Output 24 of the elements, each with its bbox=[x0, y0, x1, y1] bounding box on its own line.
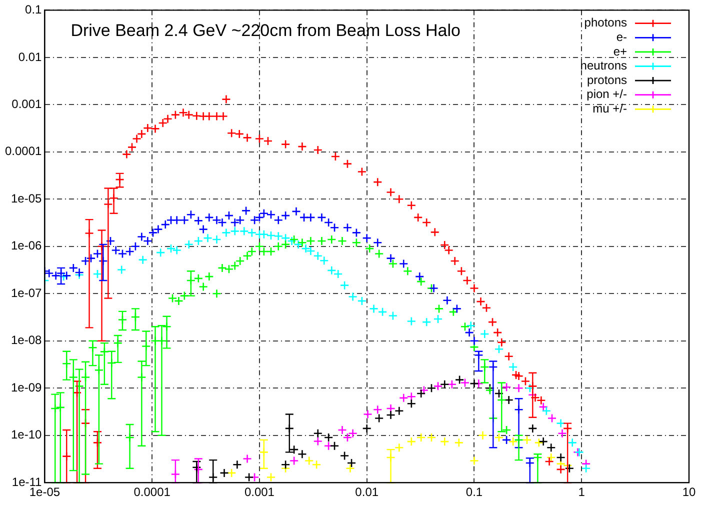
y-tick-label: 1e-10 bbox=[11, 428, 42, 442]
legend-label: pion +/- bbox=[586, 87, 628, 102]
y-tick-label: 0.001 bbox=[12, 96, 42, 111]
x-tick-label: 0.1 bbox=[466, 485, 483, 500]
y-tick-label: 1e-06 bbox=[11, 238, 42, 253]
x-tick-label: 0.01 bbox=[355, 485, 379, 500]
x-tick-label: 10 bbox=[682, 485, 696, 500]
legend-label: protons bbox=[586, 72, 627, 87]
legend-label: e- bbox=[616, 30, 627, 44]
legend-label: neutrons bbox=[580, 58, 627, 73]
y-tick-label: 1e-05 bbox=[11, 191, 42, 206]
y-tick-label: 1e-07 bbox=[11, 286, 42, 300]
y-tick-label: 0.01 bbox=[18, 50, 42, 64]
y-tick-label: 1e-08 bbox=[11, 333, 42, 348]
legend-label: photons bbox=[584, 16, 627, 30]
y-tick-label: 0.1 bbox=[25, 2, 42, 17]
x-tick-label: 0.0001 bbox=[134, 485, 171, 500]
y-tick-label: 0.0001 bbox=[5, 144, 42, 158]
text: Drive Beam 2.4 GeV ~220cm from Beam Loss Halo bbox=[70, 20, 460, 40]
x-tick-label: 0.001 bbox=[244, 485, 275, 500]
y-tick-label: 1e-09 bbox=[11, 380, 42, 394]
x-tick-label: 1 bbox=[578, 485, 586, 500]
legend-label: mu +/- bbox=[592, 101, 627, 116]
legend-label: e+ bbox=[613, 44, 627, 58]
